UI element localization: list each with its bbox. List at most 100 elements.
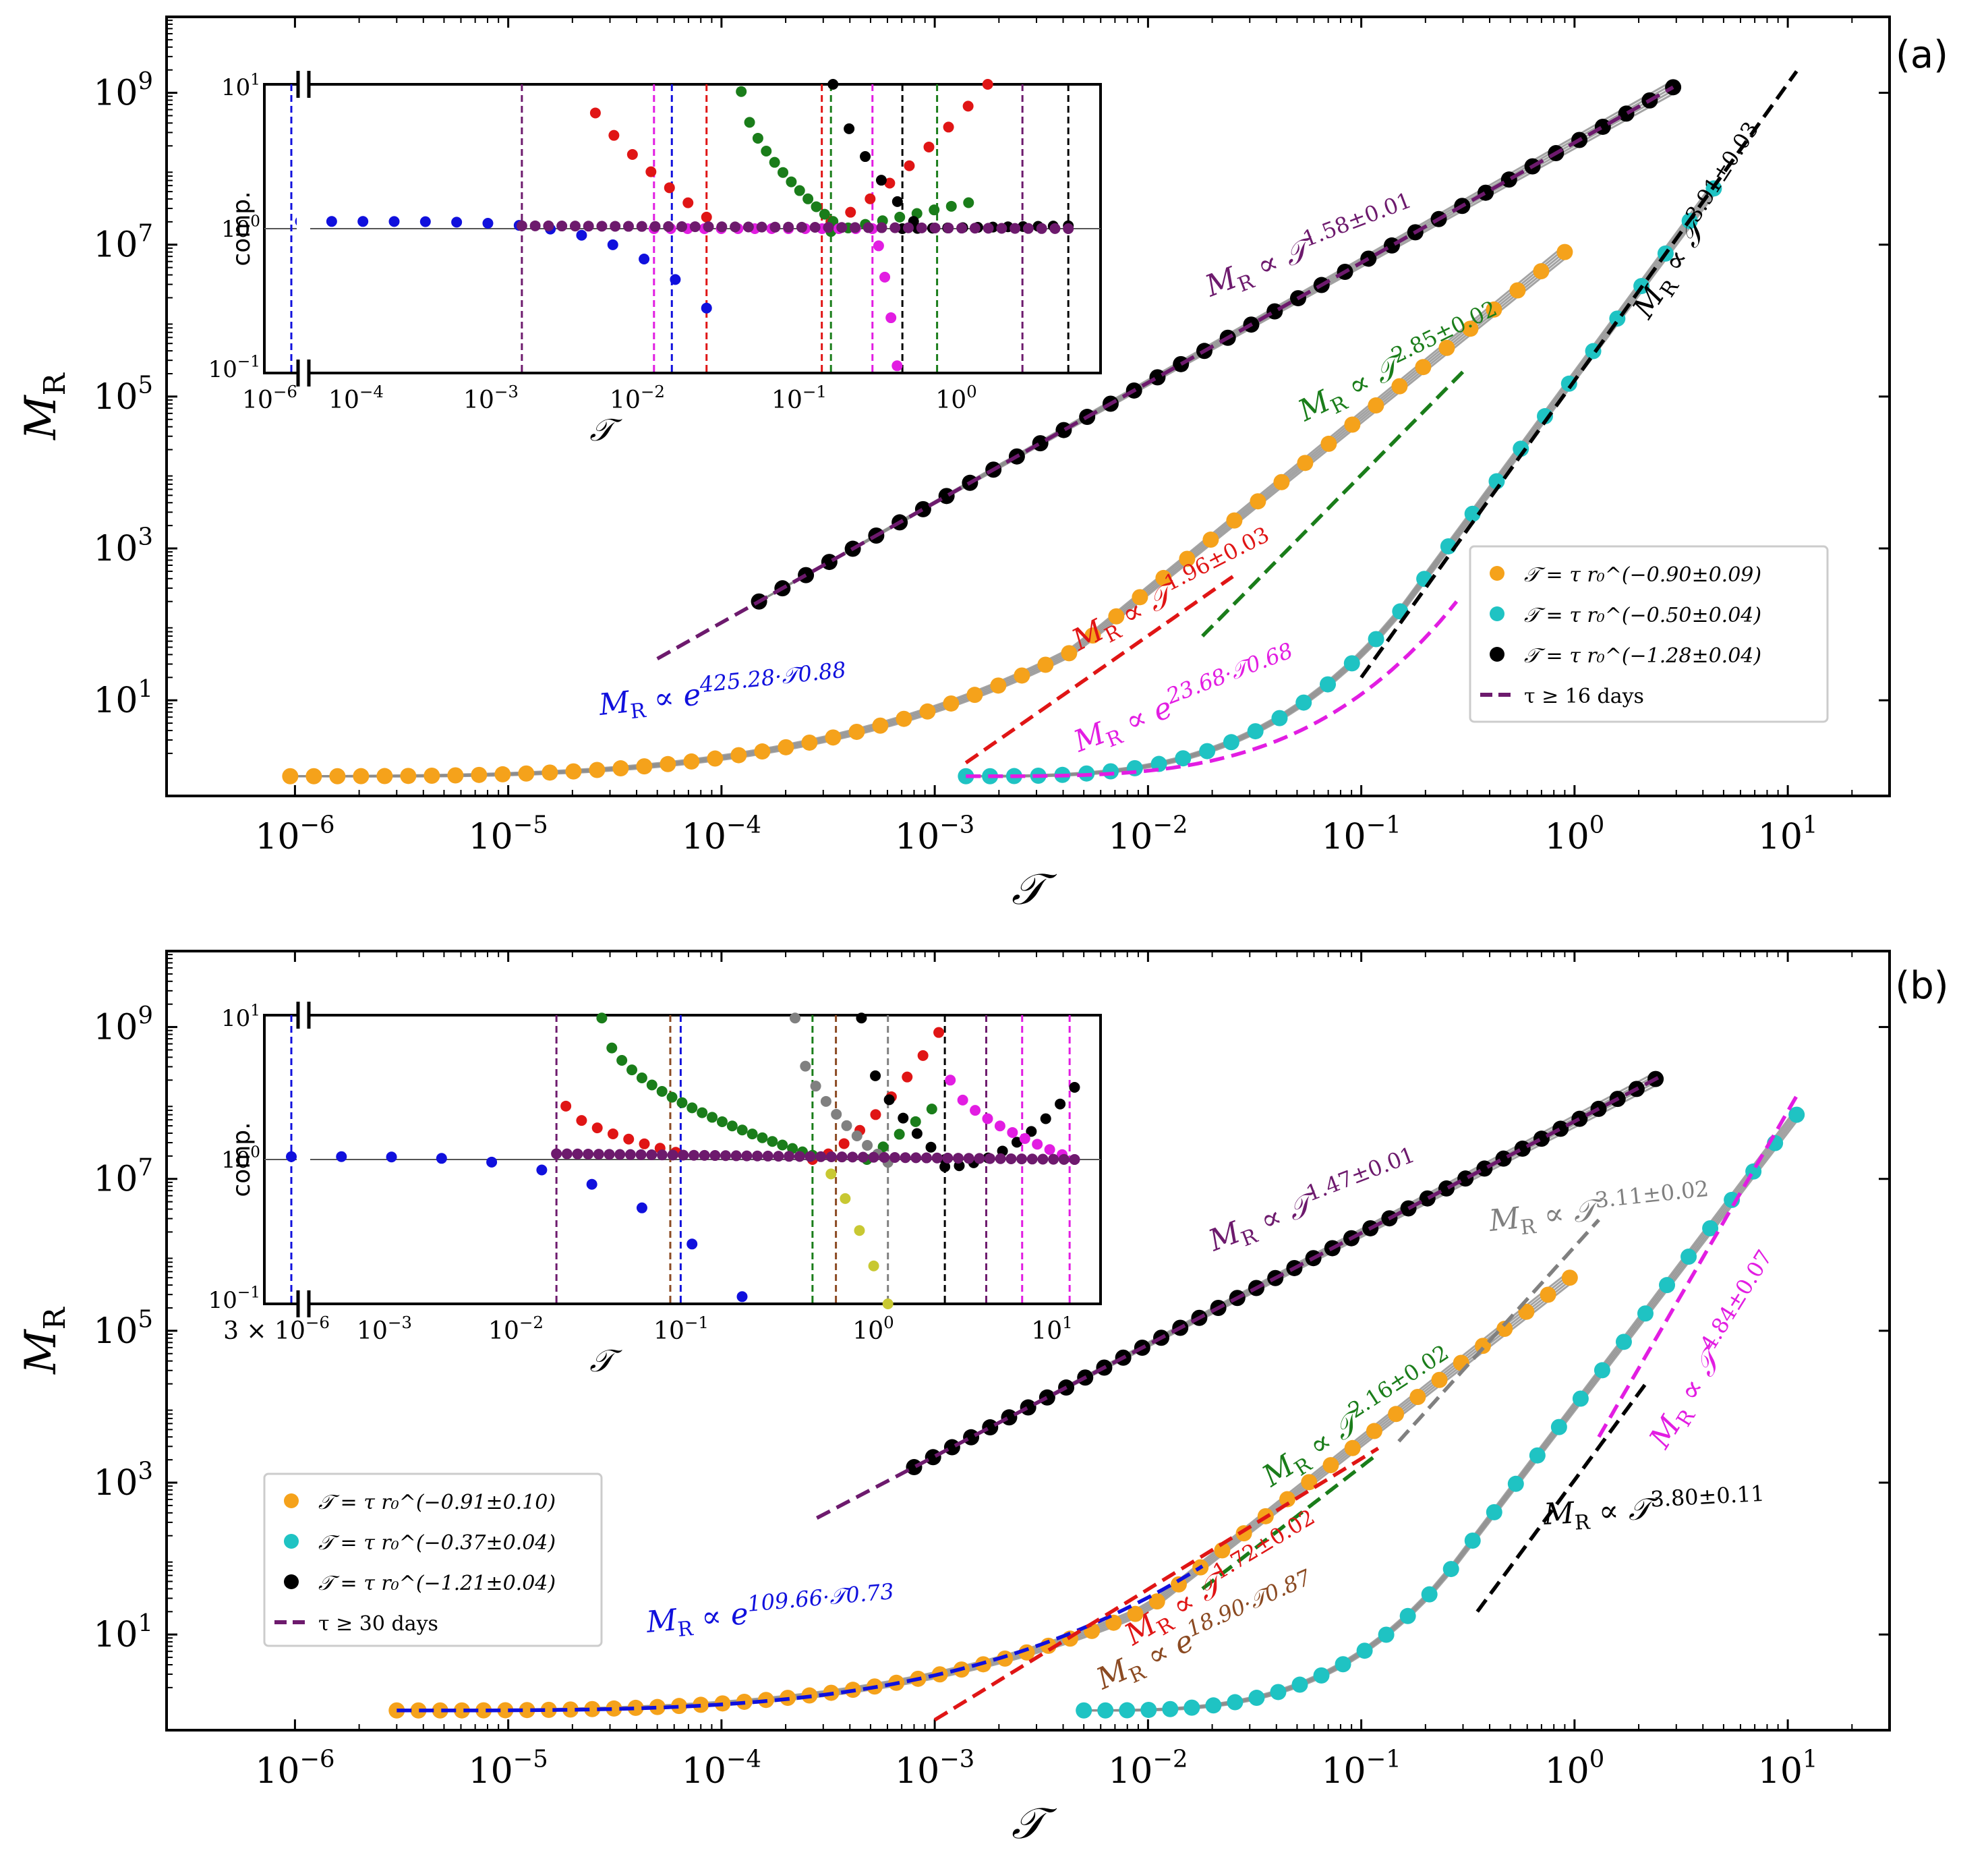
tick-base: 10 [255, 817, 299, 857]
inset-point [1010, 223, 1021, 234]
data-point [1343, 655, 1360, 672]
inset-ytick: 10−1 [208, 1284, 260, 1314]
data-point [1537, 408, 1554, 425]
tick-base: 10 [357, 1317, 388, 1345]
annotation-sub: R [676, 1617, 695, 1642]
inset-point [962, 101, 974, 112]
data-point [423, 767, 440, 784]
inset-point [701, 302, 712, 314]
tick-base: 10 [93, 1463, 138, 1504]
data-point [1421, 1586, 1438, 1603]
inset-point [646, 1079, 657, 1091]
legend-marker [1490, 647, 1504, 662]
inset-xtick: 10−3 [357, 1313, 412, 1345]
data-point [1486, 1504, 1502, 1520]
inset-xtick: 10−2 [610, 382, 665, 414]
y-tick-label: 103 [93, 523, 153, 569]
tick-exponent: 1 [250, 1002, 260, 1020]
data-point [872, 717, 889, 734]
data-point [1032, 435, 1049, 452]
data-point [353, 768, 370, 784]
data-point [1076, 1702, 1092, 1719]
annotation-e: e [682, 677, 703, 713]
inset-point [802, 193, 814, 204]
inset-point [736, 86, 747, 97]
inset-point [794, 185, 805, 196]
inset-point [983, 223, 994, 234]
data-point [1680, 1249, 1697, 1265]
tick-exponent: 3 [138, 523, 154, 551]
tick-exponent: 3 [138, 1458, 154, 1485]
inset-point [451, 217, 463, 228]
tick-exponent: −2 [1152, 1746, 1188, 1773]
data-point [982, 1419, 999, 1436]
data-point [1055, 422, 1072, 438]
data-point [1500, 171, 1517, 188]
inset-point [1019, 1133, 1030, 1144]
data-point [1108, 608, 1125, 625]
inset-point [841, 1120, 852, 1131]
annotation-m: M [1487, 1201, 1522, 1238]
inset-point [836, 222, 848, 233]
tick-exponent: −3 [494, 382, 519, 401]
data-point [1061, 645, 1078, 662]
tick-base: 10 [1758, 1751, 1803, 1792]
data-point [475, 1702, 492, 1719]
inset-point [943, 121, 954, 133]
fit-line [964, 575, 1234, 765]
inset-point [636, 1072, 647, 1084]
tick-base: 3 × 10 [223, 1317, 305, 1345]
data-point [388, 1702, 405, 1719]
data-point [1514, 1140, 1531, 1157]
data-point [1170, 1576, 1187, 1593]
inset-point [885, 312, 897, 324]
data-point [1571, 1110, 1588, 1127]
tick-base: 10 [221, 1005, 250, 1032]
inset-point [1069, 1082, 1080, 1093]
tick-exponent: −6 [299, 1746, 334, 1773]
tick-base: 10 [208, 1287, 237, 1314]
data-point [1366, 1423, 1382, 1439]
data-point [1572, 1390, 1589, 1407]
tick-exponent: −3 [939, 1746, 974, 1773]
x-tick-label: 101 [1758, 811, 1818, 857]
inset-point [761, 146, 772, 157]
annotation-m: M [1542, 1496, 1576, 1532]
y-axis-label-subscript: R [38, 372, 72, 395]
tick-base: 10 [1108, 817, 1152, 857]
data-point [1618, 105, 1635, 122]
data-point [540, 1701, 557, 1718]
inset-point [811, 201, 822, 212]
data-point [1335, 1656, 1351, 1673]
inset-xtick: 100 [852, 1313, 894, 1345]
inset-point [583, 221, 594, 232]
inset-point [865, 193, 876, 204]
data-point [925, 1449, 941, 1466]
inset-point [994, 1120, 1005, 1132]
data-point [997, 1650, 1014, 1667]
x-tick-label: 10−2 [1108, 811, 1188, 857]
data-point [1273, 474, 1290, 490]
inset-point [667, 1149, 678, 1161]
fit-line [816, 1073, 1664, 1520]
inset-point [838, 1138, 850, 1149]
tick-exponent: −1 [1366, 1746, 1401, 1773]
inset-point [486, 1156, 498, 1168]
inset-point [945, 1075, 956, 1086]
data-point [919, 703, 936, 720]
data-point [1223, 734, 1239, 751]
inset-point [676, 221, 688, 232]
tick-base: 10 [1321, 1751, 1366, 1792]
inset-xtick: 101 [1031, 1313, 1072, 1345]
data-point [1140, 1701, 1157, 1718]
inset-point [703, 221, 714, 233]
tick-exponent: −6 [299, 811, 334, 839]
inset-point [1063, 223, 1074, 234]
inset-point [744, 117, 755, 128]
data-point [494, 766, 511, 782]
inset-point [870, 1070, 881, 1081]
tick-exponent: −1 [237, 1284, 260, 1302]
inset-point [876, 222, 887, 233]
inset-xtick: 10−3 [463, 382, 519, 414]
tick-exponent: −1 [684, 1313, 709, 1332]
